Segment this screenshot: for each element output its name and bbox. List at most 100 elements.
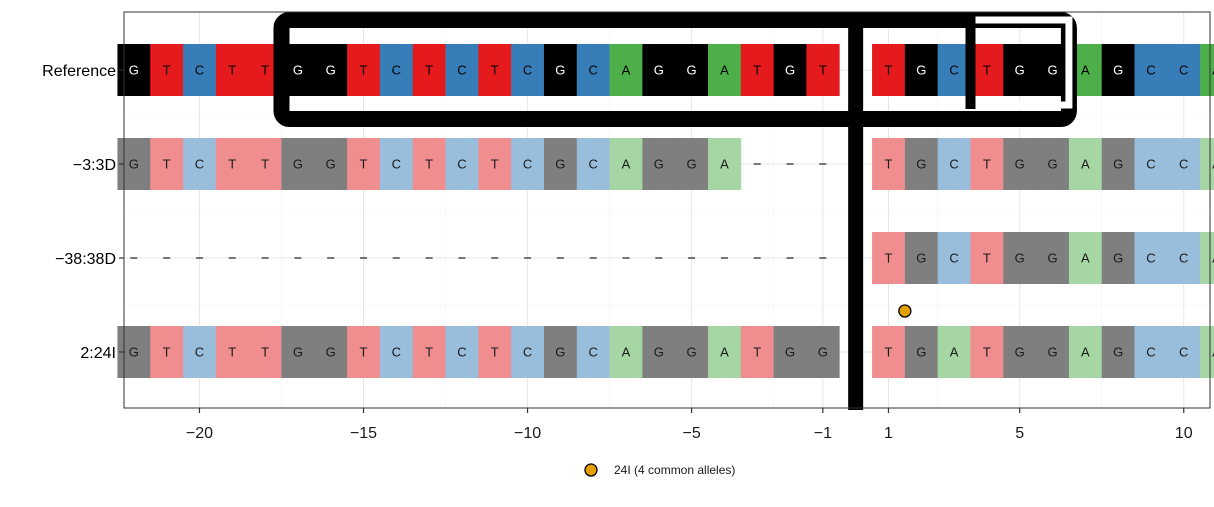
base-tile	[970, 326, 1004, 378]
base-tile	[511, 138, 545, 190]
base-tile	[642, 326, 676, 378]
base-tile	[1036, 232, 1070, 284]
base-tile	[478, 138, 512, 190]
base-label: G	[1047, 63, 1057, 78]
base-tile	[937, 44, 971, 96]
base-tile	[1200, 44, 1214, 96]
base-tile	[1003, 326, 1037, 378]
base-tile	[806, 44, 840, 96]
base-label: G	[1047, 157, 1057, 172]
base-tile	[1134, 326, 1168, 378]
base-tile	[412, 138, 446, 190]
base-tile	[740, 44, 775, 96]
base-label: C	[392, 345, 401, 360]
base-label: A	[622, 157, 631, 172]
base-tile	[1003, 44, 1037, 96]
base-tile	[904, 138, 939, 190]
base-tile	[708, 138, 742, 190]
base-label: T	[360, 63, 368, 78]
base-label: C	[523, 63, 532, 78]
base-label: T	[163, 157, 171, 172]
base-label: G	[555, 345, 565, 360]
base-tile	[1003, 138, 1037, 190]
base-label: C	[1179, 157, 1188, 172]
base-label: A	[1212, 63, 1214, 78]
base-tile	[970, 44, 1004, 96]
base-tile	[675, 44, 709, 96]
legend: 24I (4 common alleles)	[584, 463, 735, 477]
base-label: A	[720, 157, 729, 172]
base-label: G	[1015, 63, 1025, 78]
base-tile	[1167, 138, 1201, 190]
base-label: C	[949, 251, 958, 266]
base-tile	[183, 44, 217, 96]
base-label: G	[916, 345, 926, 360]
base-tile	[773, 44, 807, 96]
base-label: G	[654, 345, 664, 360]
legend-label: 24I (4 common alleles)	[614, 463, 735, 477]
base-label: T	[983, 157, 991, 172]
base-tile	[1134, 44, 1168, 96]
legend-marker	[584, 463, 598, 477]
base-label: G	[326, 345, 336, 360]
base-label: A	[720, 345, 729, 360]
base-label: C	[457, 345, 466, 360]
base-tile	[904, 232, 939, 284]
base-tile	[1101, 232, 1135, 284]
base-tile	[708, 44, 742, 96]
base-label: T	[884, 251, 892, 266]
base-tile	[642, 44, 676, 96]
base-label: A	[1212, 251, 1214, 266]
base-tile	[675, 326, 709, 378]
base-label: C	[392, 63, 401, 78]
base-tile	[806, 326, 840, 378]
base-label: G	[555, 63, 565, 78]
base-label: C	[457, 63, 466, 78]
base-label: T	[491, 157, 499, 172]
x-tick-label: −10	[514, 425, 541, 442]
base-tile	[872, 232, 906, 284]
base-tile	[379, 326, 414, 378]
base-label: A	[1081, 251, 1090, 266]
base-tile	[609, 326, 643, 378]
base-label: A	[950, 345, 959, 360]
base-tile	[1036, 326, 1070, 378]
base-label: G	[1015, 345, 1025, 360]
base-tile	[609, 138, 643, 190]
base-label: A	[622, 63, 631, 78]
base-tile	[543, 326, 578, 378]
base-tile	[872, 44, 906, 96]
base-label: G	[1113, 251, 1123, 266]
base-label: A	[1081, 157, 1090, 172]
base-tile	[347, 326, 381, 378]
base-tile	[1036, 138, 1070, 190]
base-label: G	[326, 63, 336, 78]
base-label: G	[1113, 63, 1123, 78]
base-tile	[445, 44, 479, 96]
base-label: T	[983, 251, 991, 266]
base-tile	[937, 326, 971, 378]
base-tile	[1101, 44, 1135, 96]
base-label: C	[588, 63, 597, 78]
base-label: G	[687, 63, 697, 78]
base-tile	[215, 326, 250, 378]
base-label: G	[129, 63, 139, 78]
base-label: G	[916, 63, 926, 78]
base-label: G	[1113, 157, 1123, 172]
base-label: T	[261, 157, 269, 172]
base-tile	[1134, 138, 1168, 190]
base-tile	[215, 44, 250, 96]
base-label: C	[588, 157, 597, 172]
x-tick-label: −1	[814, 425, 832, 442]
base-tile	[379, 44, 414, 96]
base-tile	[1200, 138, 1214, 190]
base-tile	[478, 326, 512, 378]
base-tile	[543, 44, 578, 96]
base-tile	[1003, 232, 1037, 284]
base-label: C	[1179, 63, 1188, 78]
base-label: T	[425, 345, 433, 360]
base-label: T	[983, 63, 991, 78]
base-label: T	[360, 345, 368, 360]
panel-border	[123, 11, 1211, 409]
base-tile	[379, 138, 414, 190]
